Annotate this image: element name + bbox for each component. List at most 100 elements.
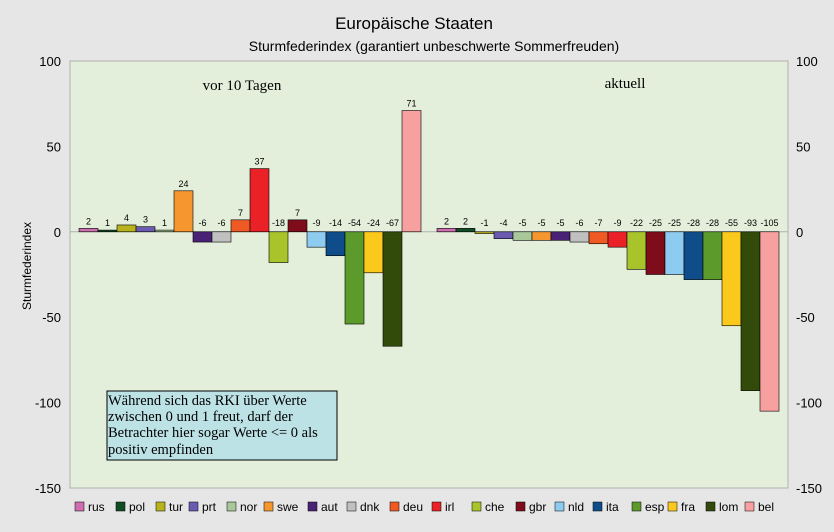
bar	[550, 231, 571, 241]
bar	[344, 231, 365, 325]
data-label: -25	[649, 218, 662, 228]
legend-label: che	[485, 500, 505, 514]
legend-swatch	[631, 501, 642, 512]
y-tick-label: 0	[54, 225, 61, 240]
group-label-before: vor 10 Tagen	[203, 78, 282, 94]
data-label: -9	[613, 218, 621, 228]
bar	[135, 226, 156, 233]
data-label: -105	[760, 218, 778, 228]
legend-label: prt	[202, 500, 217, 514]
y-tick-label: 100	[39, 54, 61, 69]
data-label: 71	[406, 99, 416, 109]
bar	[97, 229, 118, 233]
chart-title: Europäische Staaten	[335, 14, 493, 33]
data-label: 7	[295, 208, 300, 218]
legend-swatch	[515, 501, 526, 512]
legend-swatch	[744, 501, 755, 512]
annotation-line: Betrachter hier sogar Werte <= 0 als	[108, 425, 318, 441]
annotation-background	[106, 390, 338, 461]
bar	[325, 231, 346, 257]
data-label: -93	[744, 218, 757, 228]
data-label: -67	[386, 218, 399, 228]
bar	[401, 110, 422, 233]
data-label: 1	[162, 218, 167, 228]
y-tick-label: -100	[796, 396, 822, 411]
legend-swatch	[389, 501, 400, 512]
bar	[436, 228, 457, 233]
legend-swatch	[592, 501, 603, 512]
legend-label: fra	[681, 500, 695, 514]
bar	[173, 190, 194, 233]
bar	[512, 231, 533, 241]
y-tick-label: -50	[42, 310, 61, 325]
legend-swatch	[263, 501, 274, 512]
bar	[154, 229, 175, 233]
legend-label: swe	[277, 500, 299, 514]
bar	[230, 219, 251, 233]
data-label: -28	[687, 218, 700, 228]
bar	[607, 231, 628, 248]
data-label: -24	[367, 218, 380, 228]
data-label: -25	[668, 218, 681, 228]
data-label: 24	[178, 179, 188, 189]
legend-label: lom	[719, 500, 738, 514]
data-label: -54	[348, 218, 361, 228]
data-label: -18	[272, 218, 285, 228]
legend-label: nld	[568, 500, 584, 514]
legend-label: gbr	[529, 500, 546, 514]
bar	[721, 231, 742, 327]
data-label: -14	[329, 218, 342, 228]
data-label: -7	[594, 218, 602, 228]
bar	[249, 168, 270, 233]
legend-swatch	[431, 501, 442, 512]
legend-swatch	[115, 501, 126, 512]
bar	[382, 231, 403, 347]
bar	[645, 231, 666, 275]
legend-swatch	[705, 501, 716, 512]
data-label: 2	[86, 216, 91, 226]
legend-label: tur	[169, 500, 183, 514]
legend-label: esp	[645, 500, 665, 514]
data-label: -5	[556, 218, 564, 228]
chart-subtitle: Sturmfederindex (garantiert unbeschwerte…	[249, 38, 619, 54]
y-tick-label: -150	[796, 481, 822, 496]
legend-swatch	[554, 501, 565, 512]
y-tick-label: 100	[796, 54, 818, 69]
legend-label: aut	[321, 500, 338, 514]
bar	[664, 231, 685, 275]
annotation-line: Während sich das RKI über Werte	[108, 393, 307, 409]
data-label: -5	[537, 218, 545, 228]
data-label: -1	[480, 218, 488, 228]
annotation-box: Während sich das RKI über Werte zwischen…	[106, 390, 338, 461]
data-label: 7	[238, 208, 243, 218]
data-label: 2	[463, 216, 468, 226]
data-label: -4	[499, 218, 507, 228]
bar	[588, 231, 609, 245]
legend-swatch	[226, 501, 237, 512]
bar	[78, 228, 99, 233]
bar	[211, 231, 232, 243]
data-label: -6	[575, 218, 583, 228]
y-tick-label: 50	[47, 139, 61, 154]
data-label: -22	[630, 218, 643, 228]
legend-label: irl	[445, 500, 454, 514]
bar	[493, 231, 514, 239]
legend-label: nor	[240, 500, 257, 514]
data-label: 3	[143, 215, 148, 225]
bar	[116, 224, 137, 233]
annotation-line: zwischen 0 und 1 freut, darf der	[108, 409, 293, 425]
bar	[683, 231, 704, 280]
legend-label: ita	[606, 500, 619, 514]
group-label-current: aktuell	[605, 76, 646, 92]
data-label: 2	[444, 216, 449, 226]
data-label: -28	[706, 218, 719, 228]
data-label: 1	[105, 218, 110, 228]
bar	[702, 231, 723, 280]
bar	[740, 231, 761, 391]
y-tick-label: -50	[796, 310, 815, 325]
y-tick-label: -100	[35, 396, 61, 411]
legend: rus pol tur prt nor swe aut dnk deu irl che gbr nld i…	[74, 500, 774, 514]
y-tick-label: 0	[796, 225, 803, 240]
